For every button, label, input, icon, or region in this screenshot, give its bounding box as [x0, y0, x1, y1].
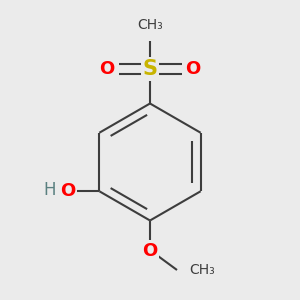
Text: O: O — [100, 60, 115, 78]
Text: H: H — [43, 181, 56, 199]
Text: CH₃: CH₃ — [137, 18, 163, 32]
Text: S: S — [142, 59, 158, 79]
Text: O: O — [60, 182, 76, 200]
Text: CH₃: CH₃ — [189, 263, 215, 277]
Text: O: O — [142, 242, 158, 260]
Text: O: O — [185, 60, 200, 78]
